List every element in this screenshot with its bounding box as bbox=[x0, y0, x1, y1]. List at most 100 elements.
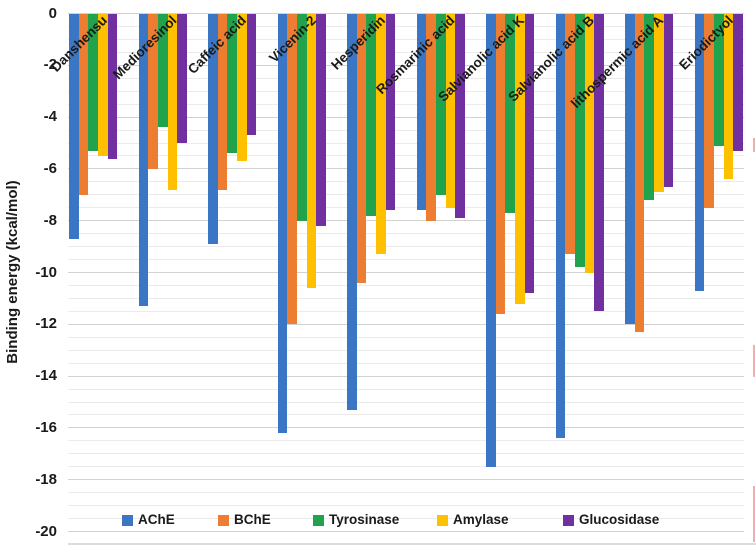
bar-glucosidase-hesperidin bbox=[385, 13, 396, 211]
bar-ache-lithospermic-acid-a bbox=[625, 13, 635, 325]
legend-label: AChE bbox=[138, 512, 175, 527]
minor-gridline bbox=[68, 505, 744, 507]
legend-item-tyrosinase: Tyrosinase bbox=[313, 512, 399, 528]
bar-amylase-caffeic-acid bbox=[237, 13, 247, 162]
bar-amylase-hesperidin bbox=[376, 13, 386, 255]
legend-item-ache: AChE bbox=[122, 512, 175, 528]
bar-amylase-medioresinol bbox=[167, 13, 178, 190]
y-tick-label: -2 bbox=[43, 56, 57, 74]
bar-ache-salvianolic-acid-k bbox=[486, 13, 496, 467]
minor-gridline bbox=[68, 90, 744, 92]
legend-label: Amylase bbox=[453, 512, 509, 527]
bar-bche-salvianolic-acid-b bbox=[565, 13, 575, 255]
bar-tyrosinase-salvianolic-acid-k bbox=[505, 13, 516, 213]
minor-gridline bbox=[68, 362, 744, 364]
minor-gridline bbox=[68, 284, 744, 286]
y-axis-title: Binding energy (kcal/mol) bbox=[4, 180, 21, 364]
bar-ache-eriodictyol bbox=[694, 13, 705, 291]
legend-item-glucosidase: Glucosidase bbox=[563, 512, 659, 528]
minor-gridline bbox=[68, 336, 744, 338]
bar-ache-medioresinol bbox=[138, 13, 149, 307]
minor-gridline bbox=[68, 77, 744, 79]
y-tick-label: -16 bbox=[35, 418, 57, 436]
bar-ache-vicenin-2 bbox=[277, 13, 288, 434]
bar-glucosidase-salvianolic-acid-b bbox=[594, 13, 604, 312]
major-gridline bbox=[68, 427, 744, 429]
bar-ache-hesperidin bbox=[347, 13, 357, 410]
minor-gridline bbox=[68, 142, 744, 144]
bar-tyrosinase-salvianolic-acid-b bbox=[574, 13, 585, 268]
bar-tyrosinase-medioresinol bbox=[157, 13, 168, 128]
y-tick-label: 0 bbox=[48, 4, 57, 22]
minor-gridline bbox=[68, 194, 744, 196]
bar-amylase-salvianolic-acid-k bbox=[515, 13, 525, 304]
major-gridline bbox=[68, 13, 744, 14]
legend-label: Tyrosinase bbox=[329, 512, 400, 527]
legend-item-bche: BChE bbox=[218, 512, 271, 528]
bar-ache-danshensu bbox=[69, 13, 79, 239]
bar-tyrosinase-lithospermic-acid-a bbox=[644, 13, 655, 200]
bar-bche-caffeic-acid bbox=[217, 13, 228, 190]
minor-gridline bbox=[68, 440, 744, 442]
major-gridline bbox=[68, 220, 744, 222]
bar-glucosidase-medioresinol bbox=[177, 13, 187, 143]
bar-bche-vicenin-2 bbox=[287, 13, 297, 325]
bar-bche-danshensu bbox=[78, 13, 89, 195]
minor-gridline bbox=[68, 453, 744, 455]
minor-gridline bbox=[68, 129, 744, 131]
bar-amylase-vicenin-2 bbox=[306, 13, 317, 289]
major-gridline bbox=[68, 116, 744, 118]
legend-item-amylase: Amylase bbox=[437, 512, 509, 528]
bar-glucosidase-vicenin-2 bbox=[316, 13, 326, 226]
legend-swatch-icon bbox=[218, 514, 229, 526]
y-tick-label: -8 bbox=[43, 211, 57, 229]
legend-label: BChE bbox=[234, 512, 271, 527]
minor-gridline bbox=[68, 401, 744, 403]
bar-glucosidase-lithospermic-acid-a bbox=[663, 13, 674, 188]
bar-glucosidase-danshensu bbox=[107, 13, 118, 159]
minor-gridline bbox=[68, 492, 744, 494]
minor-gridline bbox=[68, 466, 744, 468]
minor-gridline bbox=[68, 388, 744, 390]
bar-amylase-salvianolic-acid-b bbox=[584, 13, 595, 273]
major-gridline bbox=[68, 323, 744, 325]
y-tick-label: -20 bbox=[35, 522, 57, 540]
bar-ache-caffeic-acid bbox=[208, 13, 218, 244]
major-gridline bbox=[68, 479, 744, 481]
minor-gridline bbox=[68, 207, 744, 209]
page-edge-mark bbox=[753, 138, 755, 152]
legend-swatch-icon bbox=[563, 514, 574, 526]
y-tick-label: -14 bbox=[35, 367, 57, 385]
legend-label: Glucosidase bbox=[579, 512, 660, 527]
bar-bche-rosmarinic-acid bbox=[426, 13, 436, 221]
bar-glucosidase-eriodictyol bbox=[733, 13, 743, 151]
minor-gridline bbox=[68, 155, 744, 157]
bar-ache-salvianolic-acid-b bbox=[555, 13, 566, 439]
bar-ache-rosmarinic-acid bbox=[416, 13, 427, 211]
major-gridline bbox=[68, 375, 744, 377]
major-gridline bbox=[68, 64, 744, 66]
minor-gridline bbox=[68, 297, 744, 299]
bar-bche-salvianolic-acid-k bbox=[495, 13, 506, 314]
bar-tyrosinase-eriodictyol bbox=[713, 13, 724, 146]
minor-gridline bbox=[68, 25, 744, 27]
y-tick-label: -6 bbox=[43, 159, 57, 177]
minor-gridline bbox=[68, 518, 744, 520]
y-tick-label: -18 bbox=[35, 470, 57, 488]
minor-gridline bbox=[68, 181, 744, 183]
legend-swatch-icon bbox=[437, 514, 448, 526]
bar-amylase-danshensu bbox=[98, 13, 108, 156]
bar-tyrosinase-danshensu bbox=[88, 13, 99, 151]
legend-swatch-icon bbox=[122, 514, 133, 526]
bar-glucosidase-rosmarinic-acid bbox=[455, 13, 465, 219]
minor-gridline bbox=[68, 233, 744, 235]
page-edge-mark bbox=[753, 486, 755, 542]
legend-swatch-icon bbox=[313, 514, 324, 526]
bar-tyrosinase-hesperidin bbox=[366, 13, 377, 216]
y-tick-label: -4 bbox=[43, 108, 57, 126]
bottom-border-line bbox=[68, 543, 756, 545]
y-tick-label: -10 bbox=[35, 263, 57, 281]
minor-gridline bbox=[68, 414, 744, 416]
bar-bche-eriodictyol bbox=[704, 13, 714, 208]
bar-bche-medioresinol bbox=[148, 13, 158, 169]
